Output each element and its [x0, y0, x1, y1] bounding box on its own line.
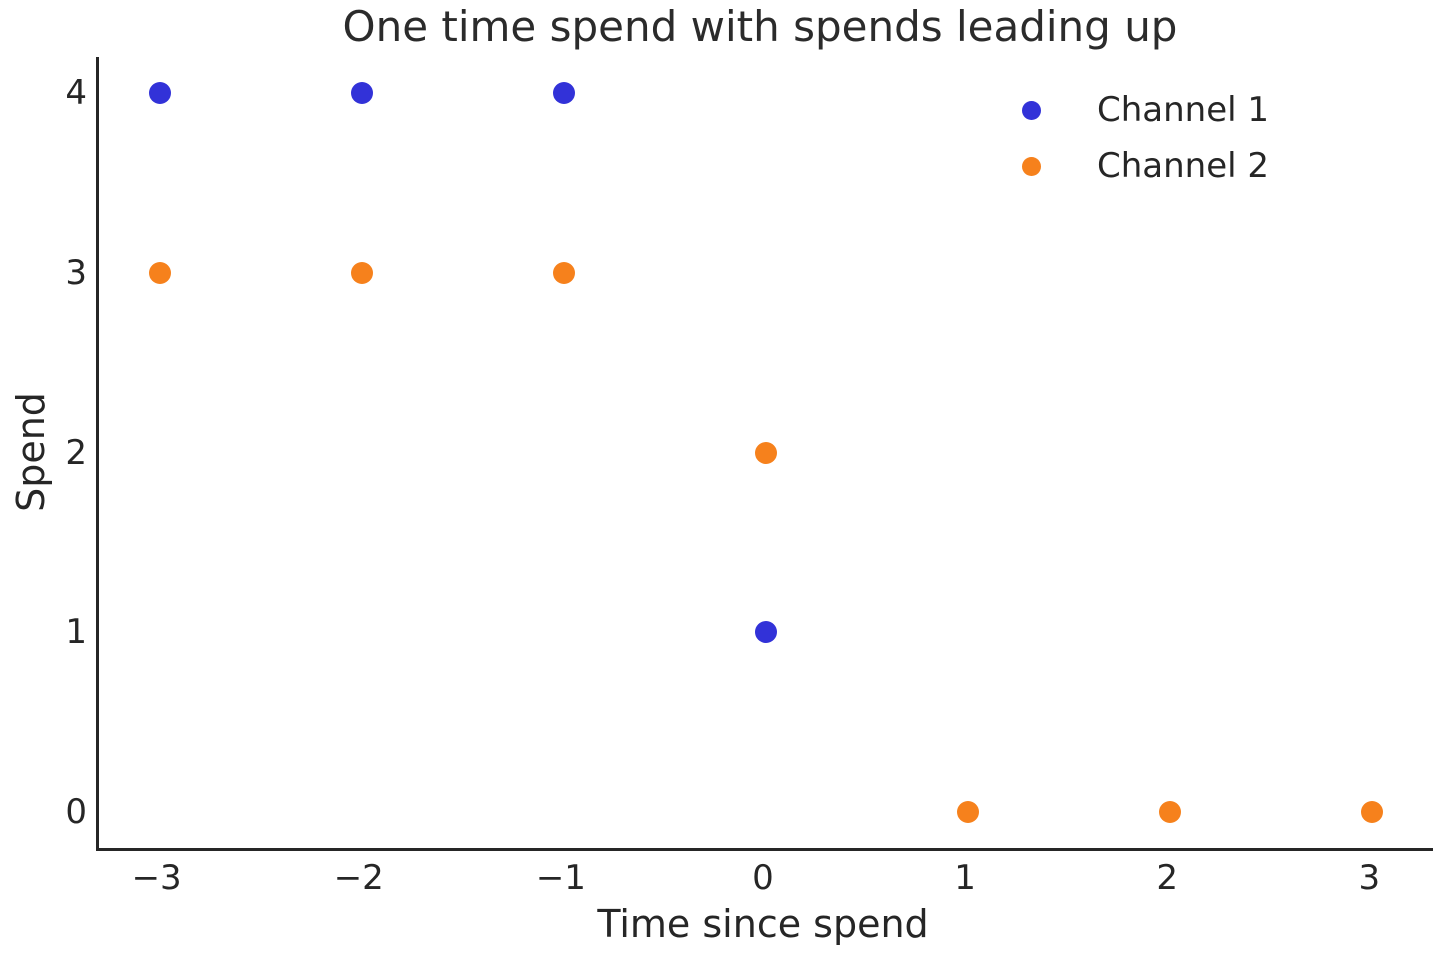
y-tick-label: 0 — [65, 792, 87, 833]
y-tick-label: 1 — [65, 612, 87, 653]
data-point — [755, 441, 777, 464]
chart-title: One time spend with spends leading up — [342, 2, 1178, 51]
x-axis-tick-labels: −3 −2 −1 0 1 2 3 — [96, 856, 1430, 904]
channel-1-marker-icon — [1022, 100, 1041, 120]
data-point — [957, 801, 980, 824]
legend: Channel 1 Channel 2 — [1022, 82, 1269, 194]
legend-item-channel-1: Channel 1 — [1022, 82, 1269, 138]
data-point — [552, 261, 575, 284]
x-tick-label: 1 — [954, 858, 976, 898]
data-point — [148, 81, 171, 104]
legend-label: Channel 1 — [1097, 90, 1270, 130]
data-point — [1159, 801, 1182, 824]
x-tick-label: 0 — [752, 858, 774, 898]
y-axis-tick-labels: 0 1 2 3 4 — [0, 57, 87, 848]
legend-label: Channel 2 — [1097, 146, 1270, 186]
x-tick-label: 2 — [1156, 858, 1179, 898]
legend-item-channel-2: Channel 2 — [1022, 138, 1269, 194]
plot-area — [96, 57, 1433, 851]
x-axis-label: Time since spend — [597, 902, 929, 946]
channel-2-marker-icon — [1022, 156, 1041, 176]
y-tick-label: 4 — [65, 72, 87, 113]
x-tick-label: 3 — [1358, 858, 1381, 898]
y-tick-label: 2 — [65, 432, 87, 473]
x-tick-label: −3 — [131, 858, 182, 898]
x-tick-label: −1 — [535, 858, 586, 898]
x-tick-label: −2 — [333, 858, 384, 898]
data-point — [1361, 801, 1384, 824]
data-point — [350, 81, 373, 104]
data-point — [148, 261, 171, 284]
y-tick-label: 3 — [65, 252, 87, 293]
data-point — [755, 621, 777, 644]
data-point — [350, 261, 373, 284]
data-point — [552, 81, 575, 104]
